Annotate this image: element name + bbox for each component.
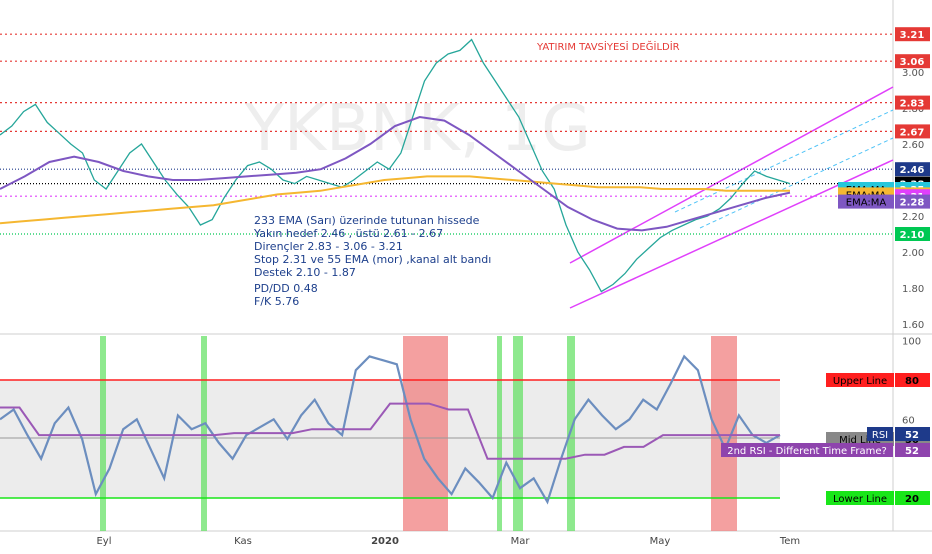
price-series-group: [0, 38, 791, 293]
rsi-badge-value-box: [895, 443, 930, 457]
price-label-box: [895, 194, 930, 209]
rsi-badge-box: [721, 443, 893, 457]
price-label-box: [895, 27, 930, 42]
notes-annotation: 233 EMA (Sarı) üzerinde tutunan hissede …: [253, 214, 491, 308]
price-label: 2.67: [900, 127, 925, 138]
price-label-box: [895, 227, 930, 241]
series-line-1: [0, 175, 790, 225]
price-tick: 3.00: [902, 68, 924, 79]
oversold-highlight: [201, 336, 207, 531]
ma-label: EMA:MA: [846, 198, 887, 209]
price-label: 2.10: [900, 230, 925, 241]
rsi-level-label: Lower Line: [833, 494, 887, 505]
note-line: Destek 2.10 - 1.87: [254, 266, 356, 279]
rsi-level-value: 80: [905, 376, 919, 387]
oversold-highlight: [513, 336, 523, 531]
overbought-highlight: [711, 336, 737, 531]
rsi-badge-label: RSI: [872, 430, 888, 441]
rsi-level-label: Upper Line: [833, 376, 887, 387]
price-label: 2.46: [900, 165, 925, 176]
rsi-badge-value: 52: [905, 430, 919, 441]
channel-mid-b: [699, 137, 894, 229]
ma-label-box: [838, 194, 894, 209]
time-tick: Eyl: [96, 536, 111, 547]
time-tick: May: [650, 536, 671, 547]
rsi-line-0: [0, 354, 781, 505]
overbought-highlight: [403, 336, 448, 531]
price-label: 2.28: [900, 198, 925, 209]
series-line-0: [0, 38, 791, 293]
rsi-level-box: [826, 491, 894, 505]
price-label: 3.21: [900, 30, 925, 41]
rsi-line-1: [0, 402, 780, 460]
rsi-badge-value-box: [895, 427, 930, 441]
rsi-series-group: [0, 354, 781, 505]
rsi-band: [0, 380, 780, 498]
oversold-highlight: [567, 336, 575, 531]
warning-annotation: YATIRIM TAVSİYESİ DEĞİLDİR: [536, 40, 680, 53]
series-line-2: [0, 115, 791, 232]
note-line: Yakın hedef 2.46 , üstü 2.61 - 2.67: [253, 227, 443, 240]
oversold-highlight: [497, 336, 502, 531]
rsi-badge-label: 2nd RSI - Different Time Frame?: [727, 446, 887, 457]
rsi-badge-value: 52: [905, 446, 919, 457]
rsi-tick: 60: [902, 415, 915, 426]
time-tick: Tem: [779, 536, 800, 547]
note-line: Dirençler 2.83 - 3.06 - 3.21: [254, 240, 403, 253]
note-line: PD/DD 0.48: [254, 282, 318, 295]
price-label-box: [895, 54, 930, 69]
price-tick: 1.60: [902, 320, 924, 331]
price-label-box: [895, 124, 930, 139]
price-tick: 2.60: [902, 140, 924, 151]
rsi-level-value-box: [895, 373, 930, 387]
rsi-axis-ticks: 60 100: [902, 337, 921, 427]
time-tick: 2020: [371, 536, 399, 547]
time-axis-ticks: Eyl Kas 2020 Mar May Tem: [96, 536, 800, 547]
note-line: Stop 2.31 ve 55 EMA (mor) ,kanal alt ban…: [254, 253, 491, 266]
channel-upper: [569, 86, 894, 264]
price-tick: 2.00: [902, 248, 924, 259]
oversold-highlight: [100, 336, 106, 531]
price-label: 2.83: [900, 99, 925, 110]
rsi-badge-box: [867, 427, 893, 441]
price-panel: [0, 0, 893, 334]
rsi-level-label: Mid Line: [839, 435, 881, 446]
note-line: F/K 5.76: [254, 295, 299, 308]
price-label-box: [895, 162, 930, 177]
price-label-box: [895, 95, 930, 110]
time-tick: Kas: [234, 536, 252, 547]
note-line: 233 EMA (Sarı) üzerinde tutunan hissede: [254, 214, 480, 227]
rsi-level-value: 20: [905, 494, 919, 505]
rsi-level-value-box: [895, 491, 930, 505]
horizontal-levels: [0, 33, 893, 235]
price-axis-labels: 3.213.062.832.672.462.382.35EMA:MA2.32EM…: [838, 27, 930, 241]
rsi-level-box: [826, 373, 894, 387]
price-tick: 2.20: [902, 212, 924, 223]
channel-mid-a: [674, 109, 894, 213]
price-tick: 1.80: [902, 284, 924, 295]
price-label: 3.06: [900, 57, 925, 68]
time-tick: Mar: [511, 536, 531, 547]
rsi-tick: 100: [902, 337, 921, 348]
